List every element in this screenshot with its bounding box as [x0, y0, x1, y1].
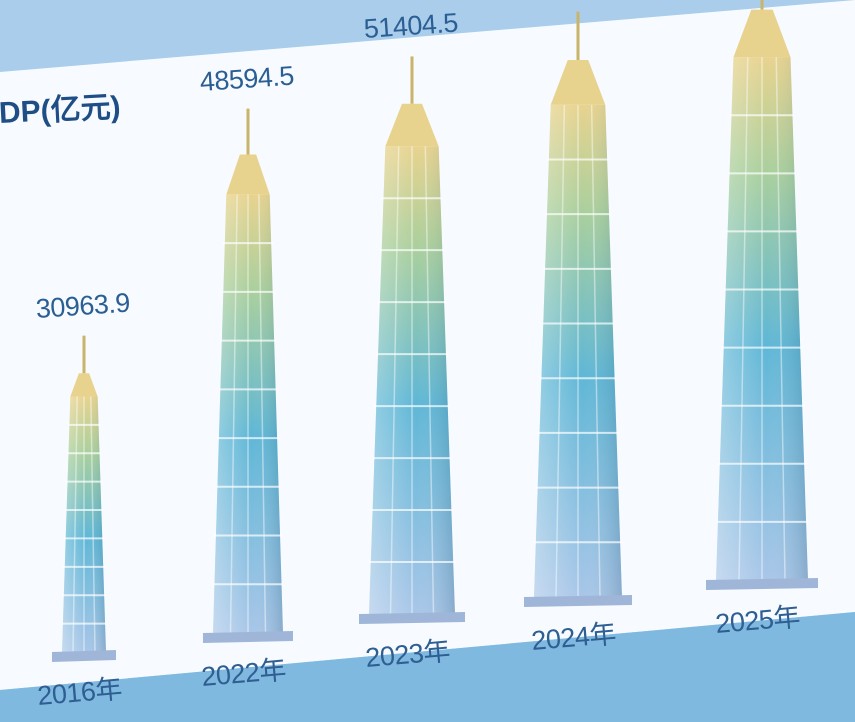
data-label-2022: 48594.5: [198, 60, 295, 97]
category-label-2016: 2016年: [36, 673, 124, 712]
category-label-2022: 2022年: [200, 654, 288, 693]
category-label-2024: 2024年: [530, 618, 618, 657]
category-label-2025: 2025年: [714, 601, 802, 640]
unit-label: DP(亿元): [0, 90, 122, 131]
bottom-band: [0, 612, 855, 722]
bar-tower-2024: [524, 11, 632, 607]
category-label-2023: 2023年: [364, 635, 452, 674]
bar-tower-2023: [359, 56, 465, 624]
data-label-2016: 30963.9: [34, 287, 131, 324]
bar-tower-2022: [203, 108, 293, 643]
bar-tower-2016: [52, 335, 116, 662]
bar-tower-2025: [706, 0, 818, 590]
